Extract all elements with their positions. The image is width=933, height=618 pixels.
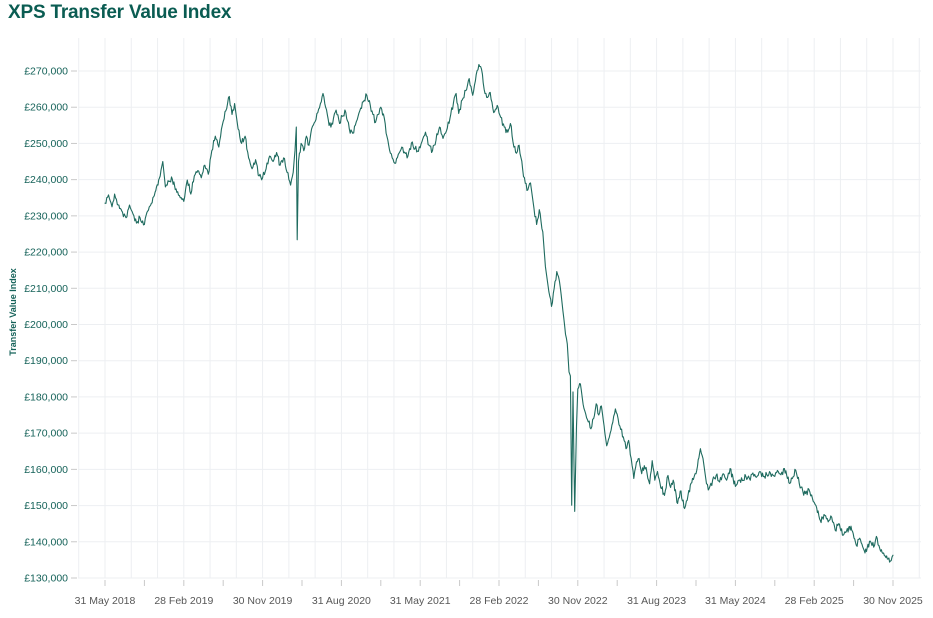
x-tick-label: 31 May 2018 [75,595,136,607]
y-tick-label: £160,000 [24,464,68,476]
y-tick-label: £210,000 [24,283,68,295]
x-tick-label: 28 Feb 2025 [785,595,844,607]
y-tick-label: £220,000 [24,247,68,259]
x-tick-label: 31 Aug 2023 [627,595,686,607]
y-tick-label: £270,000 [24,66,68,78]
y-tick-label: £260,000 [24,102,68,114]
x-tick-label: 28 Feb 2019 [154,595,213,607]
y-tick-label: £230,000 [24,210,68,222]
y-tick-label: £200,000 [24,319,68,331]
y-tick-label: £180,000 [24,391,68,403]
y-tick-label: £170,000 [24,428,68,440]
y-tick-label: £190,000 [24,355,68,367]
x-tick-label: 30 Nov 2019 [233,595,293,607]
y-tick-label: £130,000 [24,573,68,585]
x-tick-label: 30 Nov 2025 [863,595,923,607]
x-tick-label: 31 May 2021 [390,595,451,607]
y-tick-label: £250,000 [24,138,68,150]
x-tick-label: 31 May 2024 [705,595,766,607]
x-tick-label: 30 Nov 2022 [548,595,608,607]
chart-title: XPS Transfer Value Index [8,2,232,23]
series-line [104,63,894,563]
y-tick-label: £140,000 [24,536,68,548]
x-tick-label: 28 Feb 2022 [470,595,529,607]
x-tick-label: 31 Aug 2020 [312,595,371,607]
y-tick-label: £240,000 [24,174,68,186]
y-tick-label: £150,000 [24,500,68,512]
y-axis-title: Transfer Value Index [8,268,18,356]
